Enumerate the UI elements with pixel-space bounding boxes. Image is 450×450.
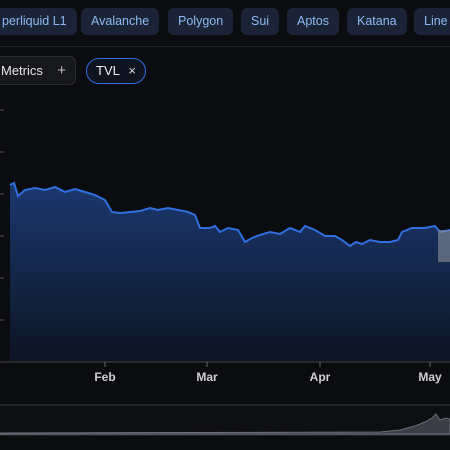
x-tick-label: Mar <box>196 370 218 384</box>
hover-marker <box>438 230 450 262</box>
metrics-label: Metrics <box>1 63 43 78</box>
tvl-line <box>9 181 450 248</box>
plus-icon: + <box>57 62 66 79</box>
chain-pill[interactable]: Polygon <box>168 8 234 35</box>
brush-frame <box>0 404 450 436</box>
x-axis-labels: Feb Mar Apr May <box>94 362 442 384</box>
y-ticks <box>0 109 4 363</box>
chain-pill[interactable]: Line <box>414 8 450 35</box>
divider <box>0 46 450 47</box>
tvl-label: TVL <box>96 63 120 78</box>
metrics-button[interactable]: Metrics + <box>0 56 76 85</box>
close-icon[interactable]: × <box>128 63 136 78</box>
chain-pill[interactable]: perliquid L1 <box>0 8 77 35</box>
chain-pill[interactable]: Aptos <box>287 8 339 35</box>
chain-pill[interactable]: Sui <box>241 8 280 35</box>
chain-pill[interactable]: Avalanche <box>81 8 160 35</box>
brush-area <box>0 413 450 435</box>
x-tick-label: Feb <box>94 370 115 384</box>
x-tick-label: Apr <box>310 370 331 384</box>
tvl-chip[interactable]: TVL × <box>86 58 146 84</box>
area <box>10 183 450 362</box>
chain-pill[interactable]: Katana <box>347 8 407 35</box>
x-tick-label: May <box>418 370 442 384</box>
